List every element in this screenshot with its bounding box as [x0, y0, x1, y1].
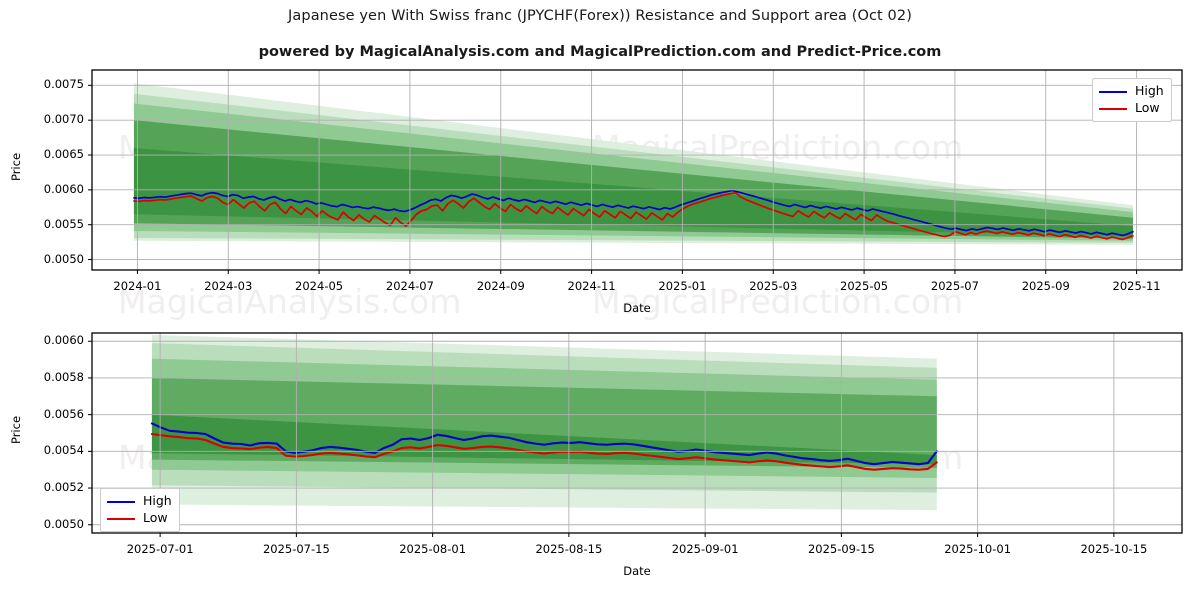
band-inner: [151, 414, 937, 465]
x-tick-label-overview: 2024-05: [295, 279, 344, 293]
x-tick-label-overview: 2025-09: [1021, 279, 1070, 293]
y-axis-title-zoom: Price: [9, 415, 23, 445]
x-tick-label-zoom: 2025-09-01: [671, 542, 739, 556]
legend-overview[interactable]: High Low: [1092, 78, 1172, 122]
legend-swatch-low: [1099, 107, 1127, 110]
y-tick-label-zoom: 0.0056: [43, 406, 84, 421]
y-tick-label-zoom: 0.0052: [43, 480, 84, 495]
x-tick-label-overview: 2025-11: [1112, 279, 1161, 293]
plot-frame-overview: [91, 69, 1183, 271]
x-tick-label-overview: 2024-03: [204, 279, 253, 293]
x-tick-label-zoom: 2025-09-15: [807, 542, 875, 556]
panel-overview: [88, 69, 1183, 274]
x-tick-label-overview: 2025-01: [658, 279, 707, 293]
series-line-high: [150, 422, 938, 466]
band-inner: [133, 148, 1133, 237]
legend-item-high: High: [107, 493, 172, 510]
plot-frame-zoom: [91, 332, 1183, 534]
x-tick-label-zoom: 2025-10-15: [1080, 542, 1148, 556]
x-axis-title-zoom: Date: [623, 564, 651, 578]
y-tick-label-overview: 0.0050: [43, 251, 84, 266]
legend-zoom[interactable]: High Low: [100, 488, 180, 532]
y-tick-label-zoom: 0.0050: [43, 516, 84, 531]
legend-label-low: Low: [143, 510, 168, 526]
x-tick-label-overview: 2025-05: [840, 279, 889, 293]
y-tick-label-overview: 0.0060: [43, 181, 84, 196]
legend-item-low: Low: [107, 510, 172, 527]
x-tick-label-zoom: 2025-08-15: [535, 542, 603, 556]
page-title: Japanese yen With Swiss franc (JPYCHF(Fo…: [288, 8, 912, 24]
x-axis-title-overview: Date: [623, 301, 651, 315]
legend-swatch-high: [1099, 90, 1127, 93]
x-tick-label-overview: 2024-11: [567, 279, 616, 293]
x-tick-label-overview: 2024-07: [385, 279, 434, 293]
x-tick-label-overview: 2025-07: [930, 279, 979, 293]
x-tick-label-overview: 2025-03: [749, 279, 798, 293]
legend-swatch-high: [107, 500, 135, 503]
legend-label-low: Low: [1135, 100, 1160, 116]
y-tick-label-overview: 0.0065: [43, 147, 84, 162]
x-tick-label-zoom: 2025-08-01: [399, 542, 467, 556]
legend-swatch-low: [107, 517, 135, 520]
y-tick-label-zoom: 0.0054: [43, 443, 84, 458]
y-tick-label-overview: 0.0055: [43, 216, 84, 231]
legend-label-high: High: [143, 493, 172, 509]
legend-item-high: High: [1099, 83, 1164, 100]
x-tick-label-overview: 2024-01: [113, 279, 162, 293]
legend-label-high: High: [1135, 83, 1164, 99]
page-subtitle: powered by MagicalAnalysis.com and Magic…: [258, 44, 942, 60]
series-line-low: [150, 433, 938, 471]
y-tick-label-overview: 0.0075: [43, 77, 84, 92]
panel-zoom: [88, 332, 1183, 537]
y-tick-label-zoom: 0.0058: [43, 369, 84, 384]
y-tick-label-zoom: 0.0060: [43, 333, 84, 348]
y-axis-title-overview: Price: [9, 152, 23, 182]
x-tick-label-zoom: 2025-10-01: [944, 542, 1012, 556]
plot-area-zoom: [150, 334, 938, 511]
series-line-high: [133, 189, 1134, 237]
x-tick-label-zoom: 2025-07-01: [126, 542, 194, 556]
series-line-low: [133, 191, 1134, 241]
y-tick-label-overview: 0.0070: [43, 112, 84, 127]
legend-item-low: Low: [1099, 100, 1164, 117]
x-tick-label-zoom: 2025-07-15: [262, 542, 330, 556]
plot-area-overview: [133, 83, 1134, 245]
x-tick-label-overview: 2024-09: [476, 279, 525, 293]
